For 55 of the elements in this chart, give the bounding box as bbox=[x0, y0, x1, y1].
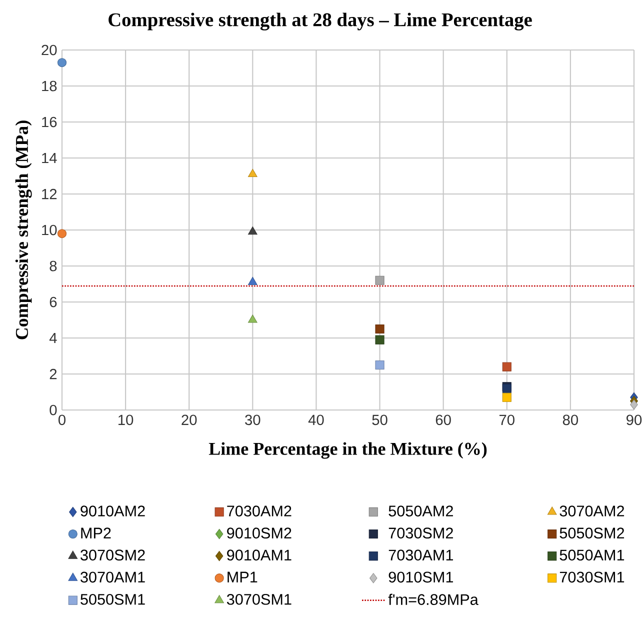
x-tick-label: 10 bbox=[118, 414, 134, 426]
legend-label: f'm=6.89MPa bbox=[388, 594, 478, 605]
legend-label: 5050SM1 bbox=[80, 594, 145, 605]
legend-label: 5050AM2 bbox=[388, 506, 453, 516]
x-tick-label: 20 bbox=[182, 414, 197, 426]
y-tick-label: 12 bbox=[42, 188, 57, 200]
point bbox=[248, 168, 258, 177]
point bbox=[375, 360, 384, 370]
x-tick-label: 50 bbox=[372, 414, 388, 426]
legend-label: 9010AM2 bbox=[80, 506, 145, 516]
legend-label: 9010SM1 bbox=[388, 572, 453, 583]
point bbox=[375, 335, 384, 344]
point bbox=[502, 362, 512, 372]
legend-label: 7030AM1 bbox=[388, 550, 453, 561]
legend-label: 3070AM1 bbox=[80, 572, 145, 583]
point bbox=[57, 58, 67, 68]
x-tick-label: 90 bbox=[626, 414, 642, 426]
x-tick-label: 40 bbox=[308, 414, 324, 426]
y-tick-label: 0 bbox=[50, 404, 57, 416]
chart-title: Compressive strength at 28 days – Lime Percentage bbox=[108, 12, 532, 30]
x-tick-label: 60 bbox=[436, 414, 451, 426]
point bbox=[248, 276, 258, 286]
legend-label: 3070AM2 bbox=[560, 506, 624, 516]
legend-label: 3070SM1 bbox=[226, 594, 292, 605]
legend-label: MP1 bbox=[228, 572, 258, 582]
y-tick-label: 16 bbox=[42, 116, 57, 128]
y-tick-label: 2 bbox=[50, 368, 57, 380]
point bbox=[248, 314, 258, 323]
legend-label: 3070SM2 bbox=[80, 550, 145, 561]
legend-label: 7030SM1 bbox=[560, 572, 624, 583]
legend-label: MP2 bbox=[81, 528, 111, 538]
legend-label: 9010AM1 bbox=[227, 550, 292, 561]
point bbox=[375, 276, 384, 285]
legend-label: 5050AM1 bbox=[560, 550, 624, 561]
y-tick-label: 4 bbox=[49, 332, 57, 344]
point bbox=[57, 229, 67, 238]
x-tick-label: 30 bbox=[245, 414, 260, 426]
legend-label: 7030SM2 bbox=[388, 528, 453, 538]
legend-label: 9010SM2 bbox=[227, 528, 292, 538]
y-tick-label: 18 bbox=[42, 80, 57, 92]
x-tick-label: 80 bbox=[562, 414, 578, 426]
legend-label: 7030AM2 bbox=[227, 506, 292, 516]
x-axis-title: Lime Percentage in the Mixture (%) bbox=[208, 442, 487, 459]
legend-label: 5050SM2 bbox=[560, 528, 624, 538]
y-tick-label: 6 bbox=[50, 296, 57, 308]
y-tick-label: 10 bbox=[42, 224, 57, 236]
y-tick-label: 14 bbox=[42, 152, 57, 164]
y-axis-title: Compressive strength (MPa) bbox=[15, 120, 32, 340]
point bbox=[502, 392, 512, 402]
point bbox=[248, 226, 258, 235]
y-tick-label: 8 bbox=[50, 260, 57, 272]
x-tick-label: 70 bbox=[499, 414, 514, 426]
y-tick-label: 20 bbox=[42, 44, 57, 56]
x-tick-label: 0 bbox=[58, 414, 66, 426]
point bbox=[375, 324, 384, 334]
